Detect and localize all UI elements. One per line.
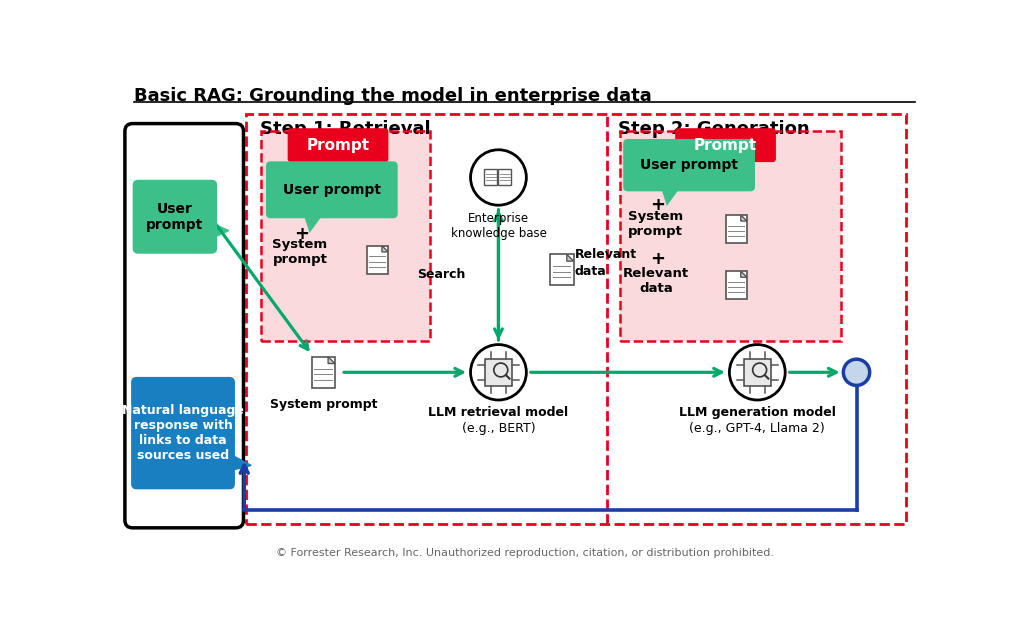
Polygon shape <box>382 246 388 252</box>
Polygon shape <box>740 271 746 277</box>
Polygon shape <box>740 215 746 221</box>
Bar <box>743 359 771 386</box>
Bar <box>498 169 511 185</box>
FancyBboxPatch shape <box>624 139 755 191</box>
Bar <box>367 246 388 274</box>
Text: System prompt: System prompt <box>269 398 377 411</box>
Text: System
prompt: System prompt <box>272 238 328 266</box>
Bar <box>726 271 746 300</box>
Circle shape <box>471 150 526 205</box>
Bar <box>485 359 512 386</box>
Polygon shape <box>660 186 681 206</box>
Circle shape <box>844 359 869 386</box>
Text: +: + <box>294 225 309 243</box>
Text: Natural language
response with
links to data
sources used: Natural language response with links to … <box>122 404 244 462</box>
Text: Relevant: Relevant <box>574 248 637 261</box>
Text: LLM retrieval model: LLM retrieval model <box>428 406 568 419</box>
Text: User prompt: User prompt <box>640 158 738 172</box>
FancyBboxPatch shape <box>288 128 388 162</box>
Text: +: + <box>650 250 665 268</box>
Text: +: + <box>650 196 665 214</box>
Polygon shape <box>328 357 335 363</box>
Bar <box>261 131 430 341</box>
Text: Search: Search <box>417 268 465 281</box>
Polygon shape <box>229 454 251 471</box>
Circle shape <box>471 344 526 400</box>
Polygon shape <box>212 223 228 238</box>
Bar <box>621 131 841 341</box>
FancyBboxPatch shape <box>125 124 244 528</box>
Text: System
prompt: System prompt <box>628 210 683 238</box>
Polygon shape <box>567 255 573 261</box>
Bar <box>726 215 746 243</box>
Bar <box>484 169 498 185</box>
Text: Prompt: Prompt <box>694 138 757 153</box>
FancyBboxPatch shape <box>131 377 234 489</box>
Bar <box>551 255 573 286</box>
Text: Relevant
data: Relevant data <box>623 267 689 295</box>
Text: data: data <box>574 265 606 278</box>
FancyBboxPatch shape <box>133 179 217 253</box>
FancyBboxPatch shape <box>266 161 397 218</box>
Circle shape <box>729 344 785 400</box>
Text: Enterprise
knowledge base: Enterprise knowledge base <box>451 212 547 240</box>
Text: User
prompt: User prompt <box>146 202 204 232</box>
FancyBboxPatch shape <box>675 128 776 162</box>
Text: User prompt: User prompt <box>283 183 381 197</box>
Text: Basic RAG: Grounding the model in enterprise data: Basic RAG: Grounding the model in enterp… <box>134 87 652 105</box>
Text: Step 2: Generation: Step 2: Generation <box>617 119 809 138</box>
Text: Step 1: Retrieval: Step 1: Retrieval <box>260 119 430 138</box>
Text: © Forrester Research, Inc. Unauthorized reproduction, citation, or distribution : © Forrester Research, Inc. Unauthorized … <box>275 548 774 558</box>
Bar <box>311 357 335 388</box>
Text: (e.g., GPT-4, Llama 2): (e.g., GPT-4, Llama 2) <box>689 422 825 435</box>
Text: Prompt: Prompt <box>306 138 370 153</box>
Polygon shape <box>303 214 324 233</box>
Text: (e.g., BERT): (e.g., BERT) <box>462 422 536 435</box>
Text: LLM generation model: LLM generation model <box>679 406 836 419</box>
